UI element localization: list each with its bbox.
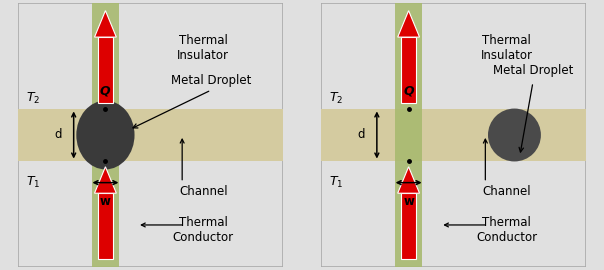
Text: $T_1$: $T_1$ — [329, 175, 344, 190]
Text: w: w — [403, 194, 414, 208]
Ellipse shape — [488, 109, 541, 161]
Text: $\boldsymbol{Q}$: $\boldsymbol{Q}$ — [99, 84, 112, 98]
Ellipse shape — [76, 101, 135, 169]
Bar — [98, 37, 113, 103]
Text: $T_2$: $T_2$ — [26, 91, 40, 106]
Text: d: d — [54, 129, 62, 141]
Text: $\boldsymbol{Q}$: $\boldsymbol{Q}$ — [402, 84, 415, 98]
Polygon shape — [397, 167, 420, 193]
Text: Channel: Channel — [179, 185, 228, 198]
Polygon shape — [94, 11, 117, 37]
Polygon shape — [94, 167, 117, 193]
Text: Channel: Channel — [482, 185, 531, 198]
Text: Thermal
Insulator: Thermal Insulator — [178, 34, 230, 62]
Polygon shape — [397, 11, 420, 37]
Text: Metal Droplet: Metal Droplet — [493, 64, 573, 77]
Text: w: w — [100, 194, 111, 208]
Bar — [18, 109, 283, 161]
Bar — [401, 37, 416, 103]
Text: Metal Droplet: Metal Droplet — [171, 74, 251, 87]
Text: $T_1$: $T_1$ — [26, 175, 40, 190]
Text: Thermal
Conductor: Thermal Conductor — [476, 216, 537, 244]
Text: d: d — [358, 129, 365, 141]
Bar — [98, 193, 113, 259]
Bar — [321, 109, 586, 161]
Bar — [401, 193, 416, 259]
Bar — [92, 3, 118, 267]
Text: Thermal
Conductor: Thermal Conductor — [173, 216, 234, 244]
Bar — [396, 3, 422, 267]
Text: Thermal
Insulator: Thermal Insulator — [481, 34, 533, 62]
Text: $T_2$: $T_2$ — [329, 91, 344, 106]
